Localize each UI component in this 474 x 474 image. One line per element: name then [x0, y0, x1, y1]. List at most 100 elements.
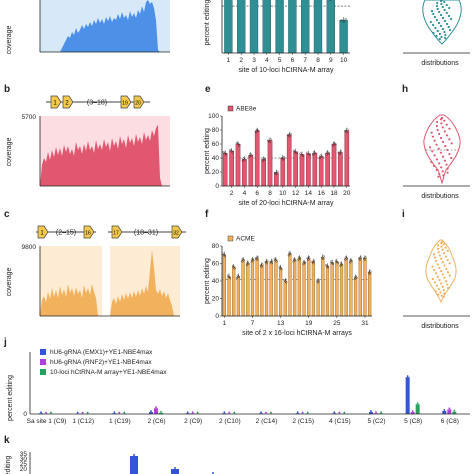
chart-f-bar — [316, 280, 320, 317]
chart-f-replicate-point — [369, 270, 372, 273]
chart-e-replicate-point — [263, 158, 267, 161]
violin-point — [443, 276, 446, 279]
panel-label-j: j — [3, 337, 7, 348]
violin-point — [441, 155, 445, 158]
violin-point — [443, 30, 446, 34]
panel-c-grna-17: 17 — [111, 225, 123, 239]
violin-point — [435, 34, 438, 38]
chart-f-replicate-point — [339, 264, 342, 267]
violin-point — [435, 124, 438, 128]
chart-e-legend-swatch — [227, 105, 234, 112]
chart-f-bar — [250, 259, 255, 317]
chart-d-replicate-point — [329, 0, 332, 2]
chart-j-replicate-point — [416, 402, 419, 405]
chart-e-bar — [293, 151, 298, 187]
chart-f-replicate-point — [255, 258, 258, 261]
chart-f-bar — [344, 258, 348, 317]
panel-i: distributions — [403, 239, 470, 330]
chart-f-replicate-point — [349, 261, 352, 264]
violin-point — [444, 33, 447, 37]
chart-f-replicate-point — [237, 275, 240, 278]
chart-f-replicate-point — [364, 256, 367, 259]
chart-f-y-tick-label: 0 — [215, 313, 219, 320]
chart-d-bar — [339, 19, 348, 54]
violin-point — [445, 123, 448, 126]
panel-b-grna-2-label: 2 — [65, 101, 69, 107]
violin-point — [435, 284, 439, 287]
chart-e-replicate-point — [288, 135, 291, 138]
chart-j-replicate-point — [160, 410, 162, 413]
chart-f-y-tick-label: 20 — [212, 296, 220, 303]
chart-f-replicate-point — [358, 258, 362, 261]
chart-f-y-tick-label: 60 — [212, 261, 220, 268]
chart-f-replicate-point — [261, 263, 264, 266]
violin-point — [440, 245, 443, 248]
chart-f-replicate-point — [271, 259, 274, 262]
violin-point — [431, 135, 435, 138]
chart-e-x-tick-label: 10 — [279, 190, 287, 197]
chart-k-y-tick-label: 35 — [20, 451, 28, 458]
violin-point — [434, 290, 437, 293]
chart-e-replicate-point — [338, 152, 342, 155]
violin-point — [441, 5, 444, 9]
panel-c-coverage-right — [110, 250, 174, 316]
chart-j-replicate-point — [40, 411, 42, 414]
chart-j-replicate-point — [186, 411, 189, 414]
chart-f-replicate-point — [289, 252, 292, 256]
chart-k-replicate-point — [133, 454, 135, 456]
violin-point — [439, 24, 443, 28]
violin-point — [435, 4, 439, 8]
chart-f-replicate-point — [247, 262, 250, 265]
violin-point — [432, 12, 435, 16]
chart-j-bar — [452, 411, 457, 414]
chart-e-x-tick-label: 6 — [255, 190, 259, 197]
chart-j-bar — [447, 409, 452, 414]
violin-point — [441, 273, 444, 276]
chart-j-replicate-point — [155, 406, 157, 409]
chart-e-replicate-point — [231, 151, 234, 154]
chart-j-bar — [149, 412, 153, 414]
chart-j-bar — [154, 408, 158, 414]
violin-point — [441, 140, 445, 144]
violin-point — [441, 126, 444, 129]
violin-point — [433, 281, 437, 284]
chart-e-replicate-point — [230, 150, 233, 153]
violin-point — [446, 148, 449, 152]
chart-e-replicate-point — [306, 151, 309, 154]
chart-j-replicate-point — [270, 411, 272, 414]
chart-j-replicate-point — [233, 411, 236, 414]
chart-f-bar — [335, 261, 339, 317]
chart-f-bar — [297, 258, 301, 317]
chart-f-replicate-point — [287, 254, 290, 257]
chart-j-x-tick-label: 2 (C6) — [147, 418, 165, 425]
chart-e-replicate-point — [235, 141, 239, 145]
panel-i-xlabel: distributions — [421, 323, 459, 330]
chart-d-x-tick-label: 10 — [340, 57, 348, 64]
chart-j-replicate-point — [375, 411, 377, 414]
chart-f-bar — [288, 253, 292, 317]
chart-k-bar — [171, 469, 179, 474]
chart-f-replicate-point — [340, 263, 343, 266]
panel-h-violin — [423, 114, 461, 185]
chart-d-x-tick-label: 9 — [329, 57, 333, 64]
violin-point — [437, 21, 441, 25]
violin-point — [433, 15, 437, 19]
panel-b-grna-2: 2 — [62, 95, 74, 109]
panel-c-grna-16-label: 16 — [85, 231, 91, 237]
chart-e-bar — [222, 152, 228, 187]
chart-k-replicate-point — [174, 467, 176, 469]
chart-d-bar — [326, 0, 335, 54]
chart-f-y-tick-label: 40 — [212, 278, 220, 285]
chart-f-replicate-point — [236, 276, 239, 280]
chart-e-replicate-point — [327, 152, 330, 155]
chart-e-bar — [229, 150, 234, 187]
chart-e-replicate-point — [267, 139, 270, 142]
chart-f-bar — [222, 254, 226, 317]
chart-f-replicate-point — [250, 260, 254, 263]
violin-point — [446, 258, 449, 262]
violin-point — [439, 0, 443, 3]
chart-j-bar — [410, 412, 415, 414]
violin-point — [431, 277, 435, 281]
violin-point — [433, 139, 436, 142]
chart-panel-f: 1 7 13 19 25 31 0 20 40 60 80 site of 2 x 16-loci h… — [204, 236, 372, 337]
